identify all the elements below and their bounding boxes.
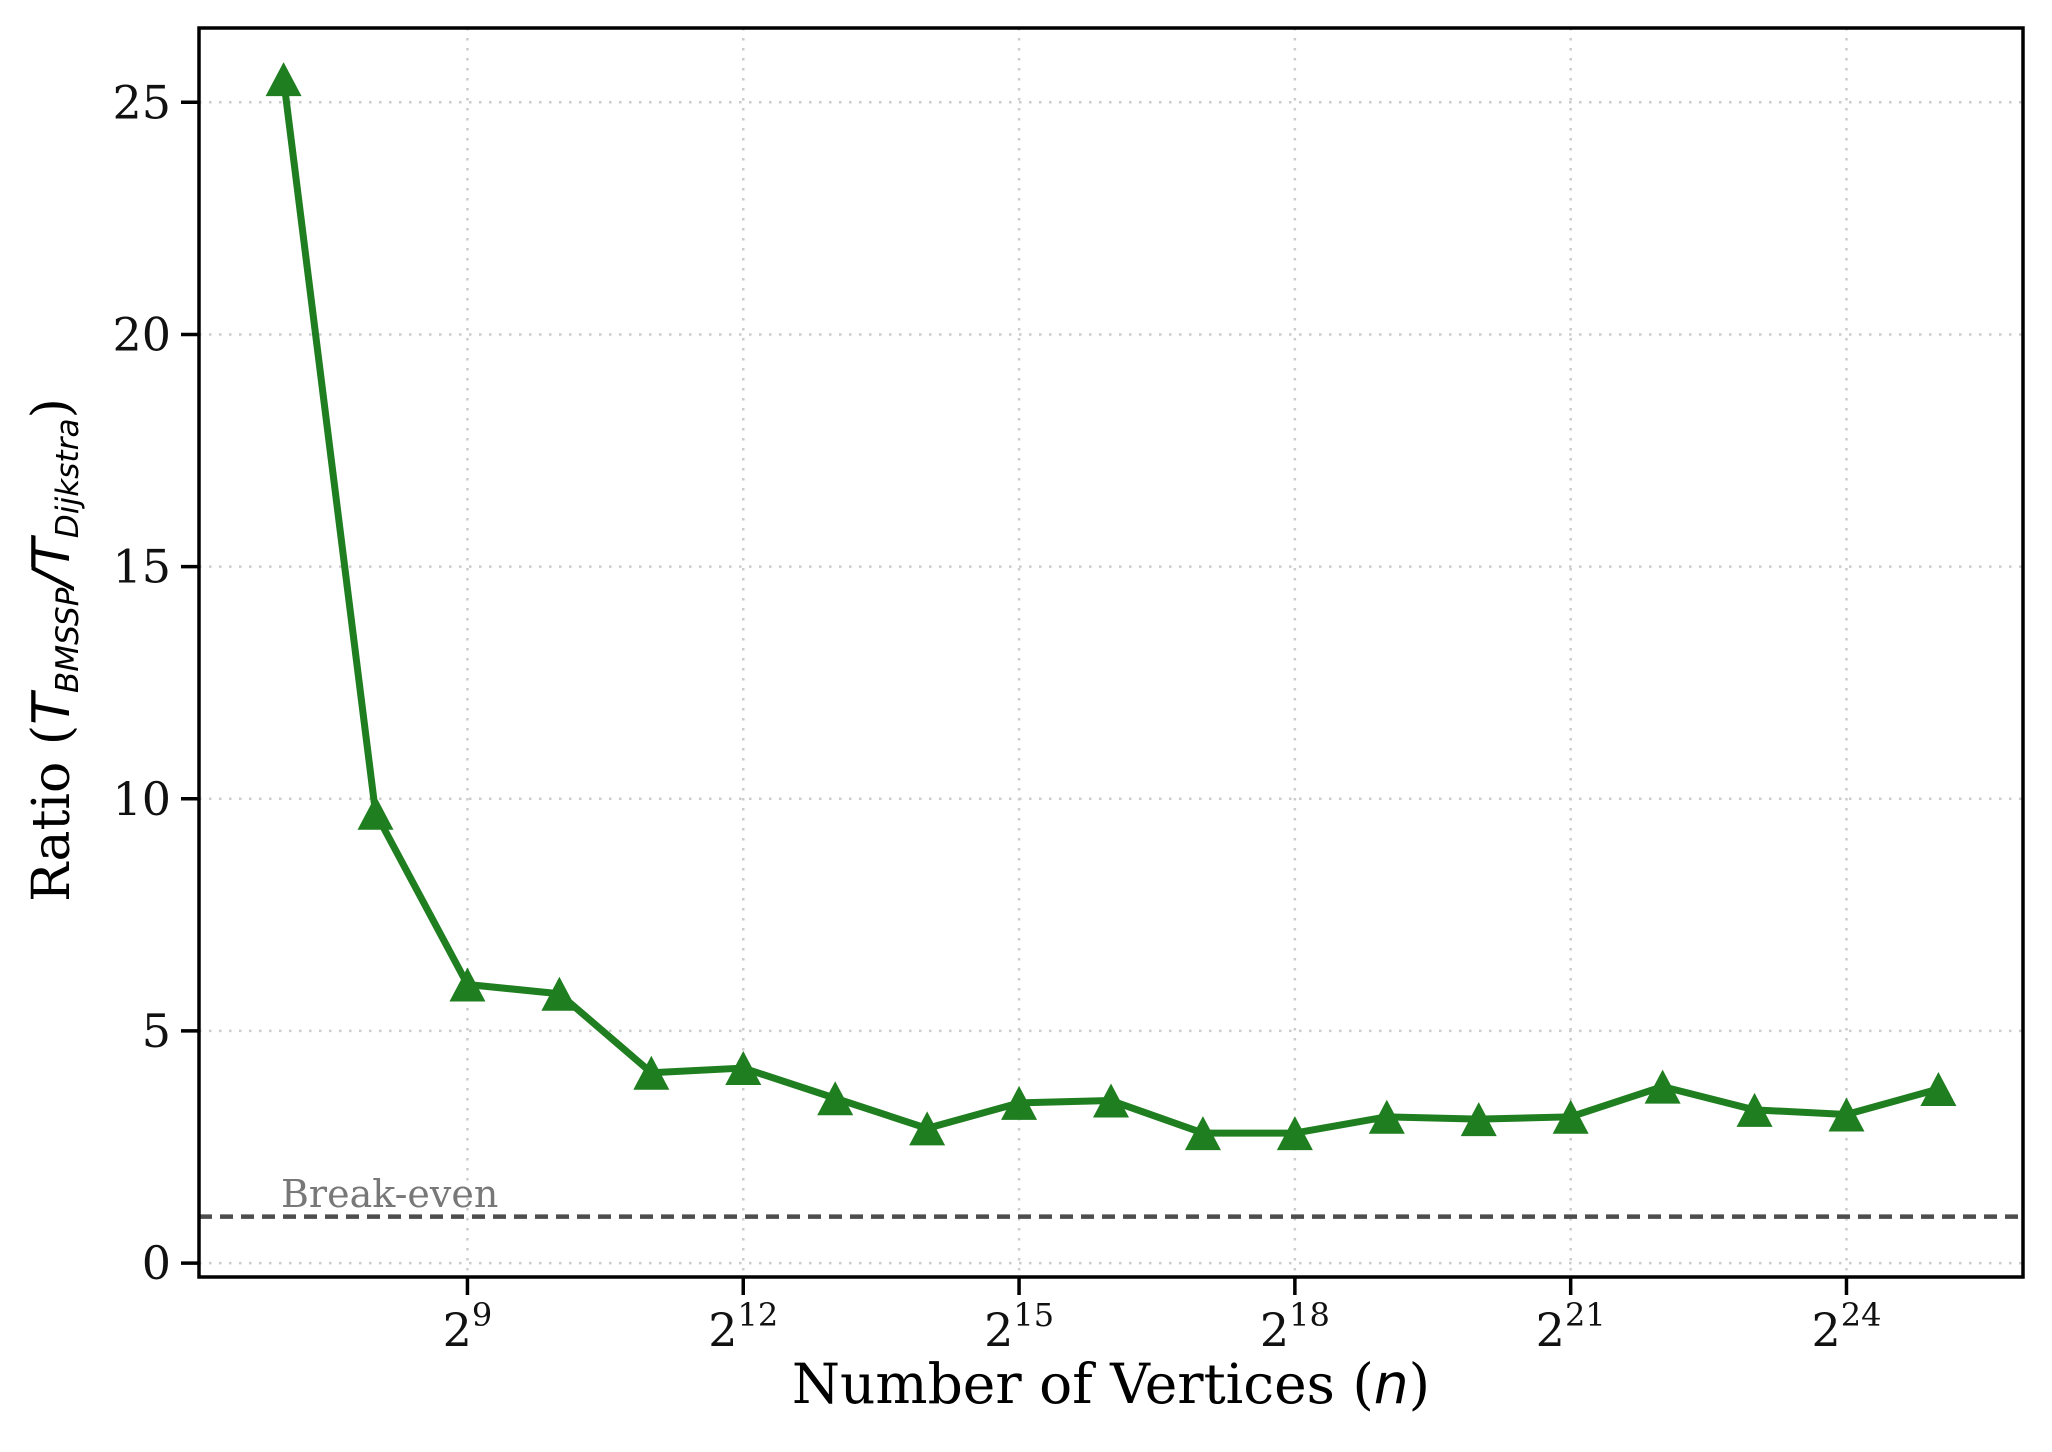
x-tick-label: 212 <box>708 1296 778 1357</box>
x-tick-label: 218 <box>1260 1296 1330 1357</box>
y-axis-title-close: ) <box>22 398 82 419</box>
data-point-marker <box>1552 1099 1589 1134</box>
data-point-marker <box>817 1081 854 1116</box>
data-point-marker <box>1920 1071 1957 1106</box>
data-point-marker <box>541 976 578 1011</box>
data-point-marker <box>633 1055 670 1090</box>
data-point-marker <box>265 62 302 97</box>
data-point-marker <box>1368 1099 1405 1134</box>
data-point-marker <box>1736 1092 1773 1127</box>
y-axis-title-sub-denominator: Dijkstra <box>50 418 87 539</box>
y-axis-title-slash: / <box>22 570 82 588</box>
x-axis-title-var-n: n <box>1373 1352 1409 1416</box>
x-tick-label: 29 <box>443 1296 493 1357</box>
y-axis-title-sub-numerator: BMSSP <box>50 587 87 694</box>
y-tick-label: 25 <box>112 75 171 129</box>
y-tick-label: 20 <box>112 307 171 361</box>
x-tick-label: 215 <box>984 1296 1054 1357</box>
y-axis-title: Ratio (TBMSSP/TDijkstra) <box>22 398 86 902</box>
data-point-marker <box>1276 1116 1313 1151</box>
ratio-series-line <box>280 75 1942 1137</box>
y-tick-label: 0 <box>142 1236 171 1290</box>
y-tick-label: 5 <box>142 1004 171 1058</box>
data-point-marker <box>1093 1083 1129 1118</box>
plot-border <box>197 26 2025 1279</box>
y-axis-title-T-numerator: T <box>22 693 82 725</box>
data-point-marker <box>725 1051 762 1086</box>
x-tick-label: 224 <box>1811 1296 1881 1357</box>
data-point-marker <box>1828 1097 1865 1132</box>
x-tick-label: 221 <box>1536 1296 1606 1357</box>
break-even-annotation: Break-even <box>281 1172 499 1216</box>
data-point-marker <box>1001 1085 1038 1120</box>
data-point-marker <box>357 795 394 830</box>
y-tick-label: 15 <box>112 540 171 594</box>
data-point-marker <box>1644 1069 1681 1104</box>
x-axis-title-close: ) <box>1408 1352 1431 1416</box>
y-tick-label: 10 <box>112 772 171 826</box>
data-point-marker <box>1460 1102 1497 1137</box>
data-point-marker <box>449 967 486 1002</box>
x-axis-title: Number of Vertices (n) <box>792 1352 1430 1416</box>
data-point-marker <box>909 1111 946 1146</box>
y-axis-title-T-denominator: T <box>22 538 82 570</box>
x-axis-title-text: Number of Vertices ( <box>791 1352 1374 1416</box>
y-axis-title-text: Ratio ( <box>22 724 82 902</box>
data-point-marker <box>1184 1116 1221 1151</box>
